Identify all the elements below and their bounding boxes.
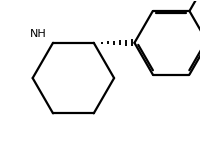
- Text: NH: NH: [30, 29, 47, 39]
